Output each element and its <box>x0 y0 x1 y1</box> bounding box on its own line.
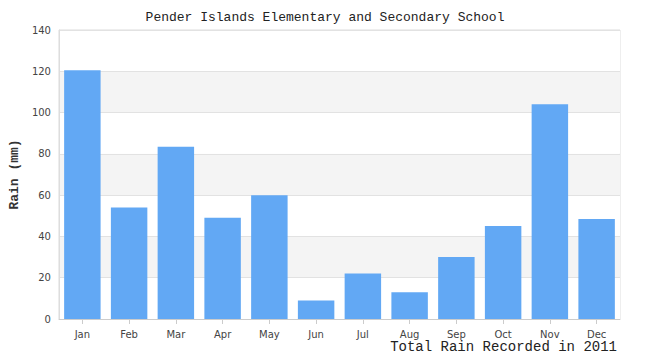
svg-text:Mar: Mar <box>166 329 186 340</box>
svg-text:Jul: Jul <box>356 329 369 340</box>
svg-text:Aug: Aug <box>400 329 420 340</box>
svg-text:Rain (mm): Rain (mm) <box>7 139 22 209</box>
svg-text:Apr: Apr <box>214 329 232 340</box>
svg-text:60: 60 <box>38 190 51 201</box>
svg-text:120: 120 <box>32 66 51 77</box>
svg-text:140: 140 <box>32 25 51 36</box>
svg-text:80: 80 <box>38 148 51 159</box>
svg-text:Nov: Nov <box>540 329 560 340</box>
svg-text:Pender Islands Elementary and: Pender Islands Elementary and Secondary … <box>146 10 505 25</box>
svg-text:May: May <box>259 329 280 340</box>
svg-text:Dec: Dec <box>587 329 606 340</box>
svg-text:100: 100 <box>32 107 51 118</box>
svg-text:Sep: Sep <box>447 329 466 340</box>
svg-text:0: 0 <box>45 314 51 325</box>
svg-text:40: 40 <box>38 231 51 242</box>
svg-text:Oct: Oct <box>494 329 511 340</box>
svg-text:Jan: Jan <box>74 329 90 340</box>
svg-text:Jun: Jun <box>307 329 324 340</box>
svg-text:Feb: Feb <box>120 329 138 340</box>
svg-text:Total Rain Recorded in 2011: Total Rain Recorded in 2011 <box>390 339 617 355</box>
svg-text:20: 20 <box>38 272 51 283</box>
